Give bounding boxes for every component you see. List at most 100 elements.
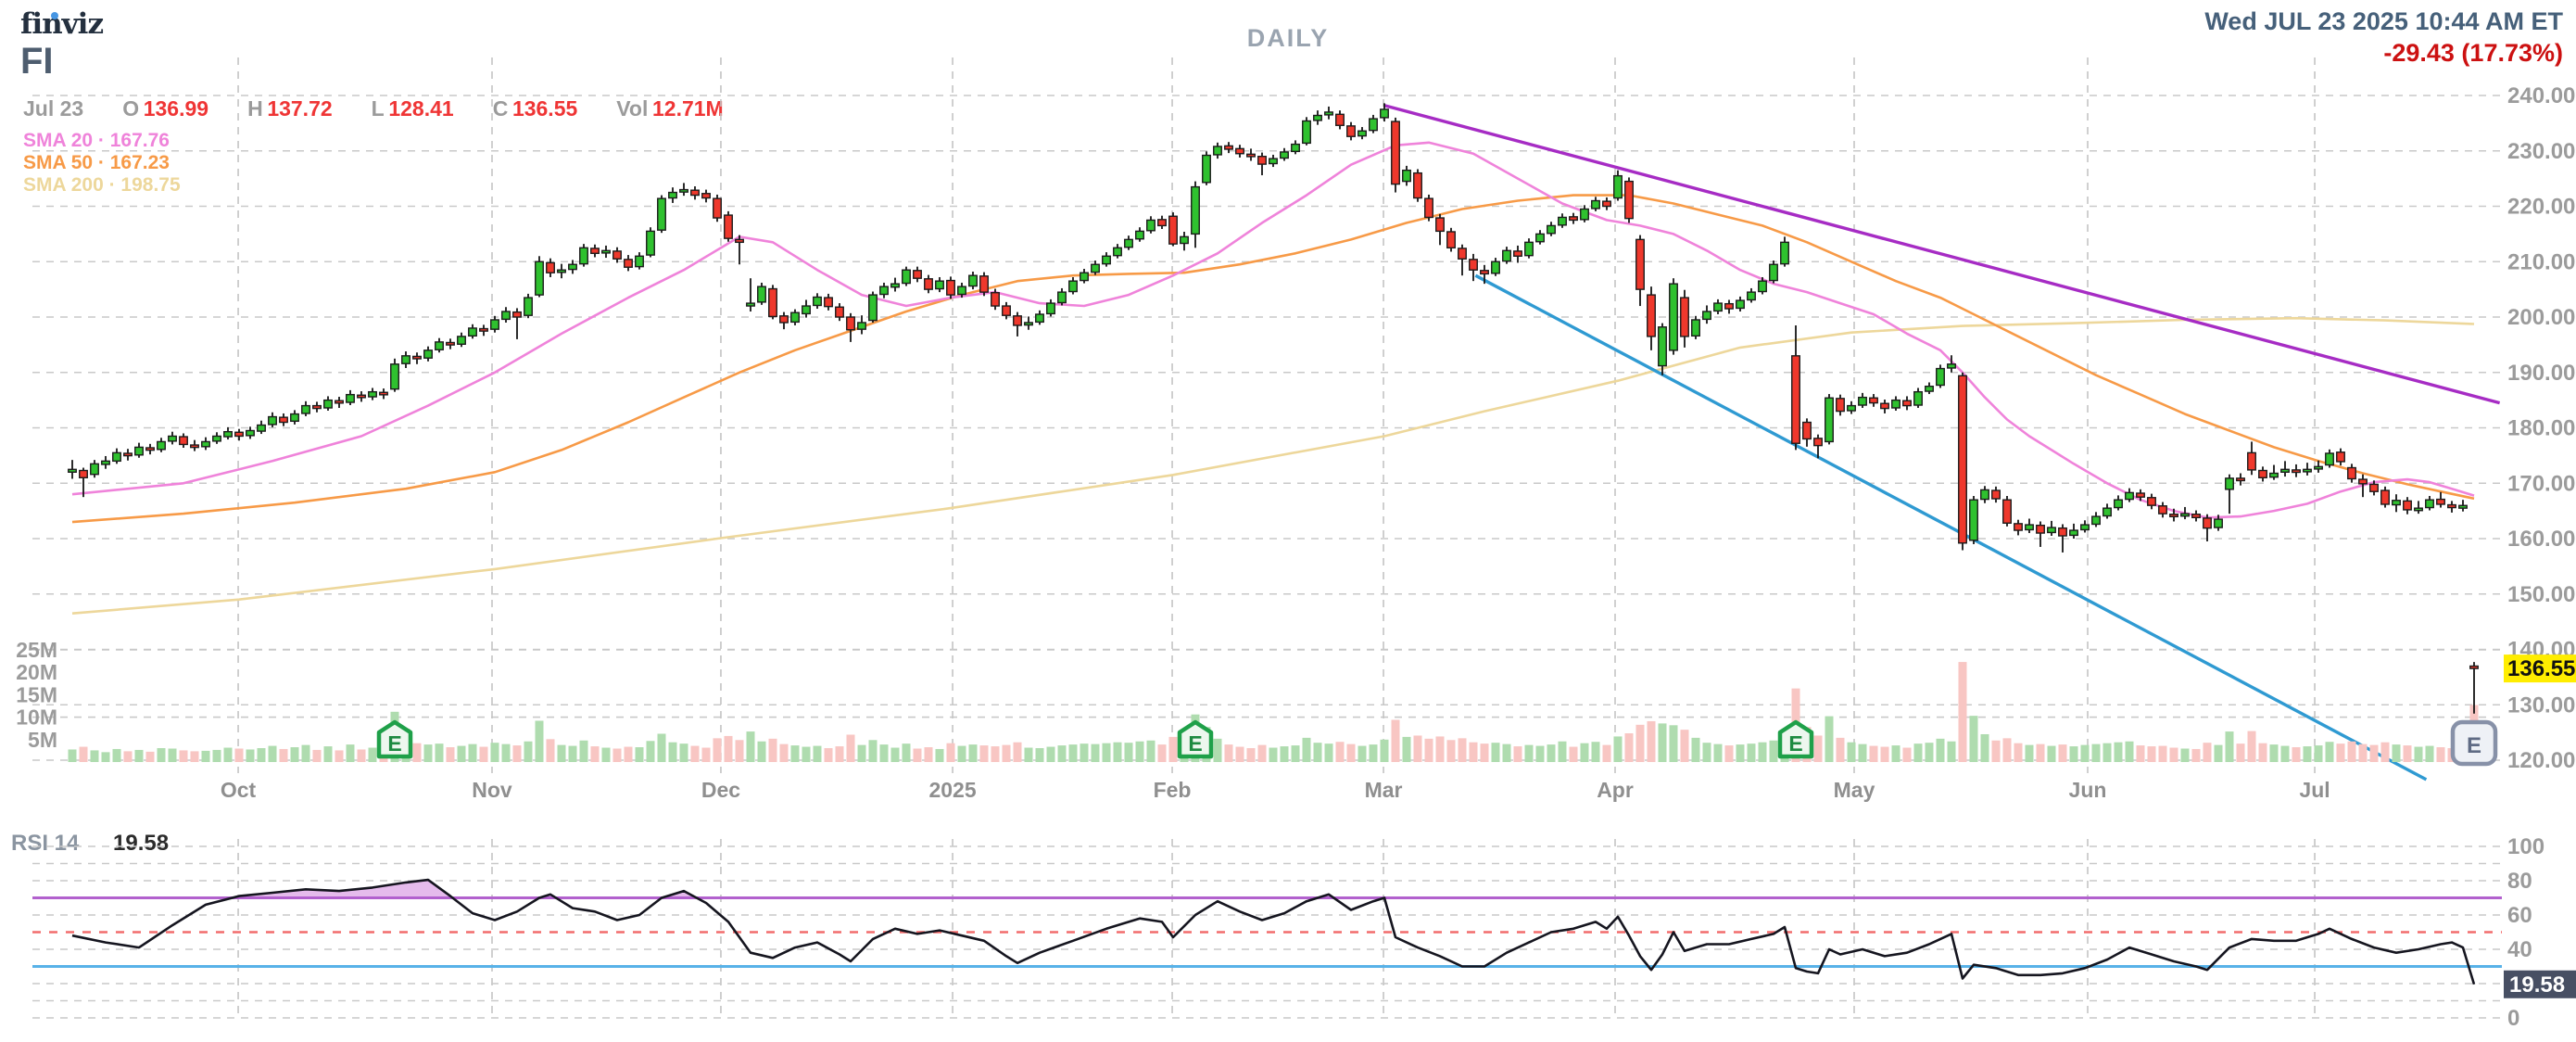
candle-body xyxy=(1869,397,1878,404)
candle-body xyxy=(1491,260,1500,274)
month-label: Apr xyxy=(1597,778,1634,802)
candle-body xyxy=(1913,390,1923,406)
candle-body xyxy=(1357,130,1367,137)
candle xyxy=(1091,260,1100,275)
candle xyxy=(824,293,833,311)
volume-bar xyxy=(868,740,878,762)
candle xyxy=(1658,323,1667,375)
candle-body xyxy=(1858,396,1867,406)
volume-tick: 15M xyxy=(16,682,57,706)
candle xyxy=(1491,258,1500,276)
quote-datetime: Wed JUL 23 2025 10:44 AM ET xyxy=(2204,7,2563,35)
volume-bar xyxy=(1825,716,1834,762)
candle-body xyxy=(590,248,600,254)
resistance-trendline xyxy=(1383,104,2501,405)
candle xyxy=(946,276,955,299)
volume-bar xyxy=(290,747,299,762)
candle-body xyxy=(1558,216,1567,226)
volume-bar xyxy=(1535,745,1545,762)
candle xyxy=(112,448,121,464)
candle-body xyxy=(2403,500,2412,511)
candle xyxy=(1880,400,1889,413)
candle-body xyxy=(1335,113,1345,126)
candle xyxy=(1346,121,1356,141)
volume-bar xyxy=(357,749,366,762)
month-label: Nov xyxy=(472,778,512,802)
volume-bar xyxy=(802,746,811,762)
price-tick: 180.00 xyxy=(2507,416,2575,441)
volume-bar xyxy=(2247,731,2256,762)
candle xyxy=(968,272,978,290)
candle-body xyxy=(879,286,889,296)
candle xyxy=(1035,310,1044,325)
volume-tick: 25M xyxy=(16,638,57,662)
candle xyxy=(668,187,677,203)
rsi-tick: 0 xyxy=(2507,1006,2519,1031)
candle xyxy=(1013,311,1022,337)
volume-bar xyxy=(1357,745,1367,762)
price-tick: 150.00 xyxy=(2507,582,2575,607)
volume-bar xyxy=(1736,744,1745,762)
candle xyxy=(1991,486,2001,503)
rsi-tick: 40 xyxy=(2507,937,2532,962)
candle-body xyxy=(1958,375,1967,544)
candle xyxy=(1635,235,1645,307)
candle xyxy=(446,338,455,349)
candle-body xyxy=(2180,513,2190,517)
volume-bar xyxy=(701,747,711,762)
candle xyxy=(1213,142,1222,159)
candle xyxy=(2369,480,2379,496)
candle xyxy=(1769,260,1778,284)
candle-body xyxy=(290,413,299,423)
volume-bar xyxy=(735,740,744,762)
volume-bar xyxy=(1446,740,1456,762)
earnings-marker-shape xyxy=(2450,719,2498,767)
volume-tick: 20M xyxy=(16,660,57,684)
month-label: Jun xyxy=(2069,778,2107,802)
support-trendline xyxy=(1474,273,2428,782)
candle xyxy=(813,293,822,310)
candle-body xyxy=(1080,272,1089,282)
candle-body xyxy=(913,270,922,279)
candle-body xyxy=(2236,477,2245,482)
sma20-legend: SMA 20 · 167.76 xyxy=(23,130,170,151)
candle xyxy=(1547,222,1556,236)
volume-bar xyxy=(1346,743,1356,762)
candle xyxy=(2191,510,2201,522)
candle xyxy=(1958,372,1967,551)
volume-bar xyxy=(68,749,77,762)
candle xyxy=(145,443,155,455)
candle-body xyxy=(1702,311,1711,321)
quote-high: H 137.72 xyxy=(247,96,333,121)
candle xyxy=(1980,486,1989,503)
candle xyxy=(246,426,255,439)
candle xyxy=(390,358,399,392)
volume-bar xyxy=(2047,745,2056,762)
candle-body xyxy=(68,468,77,473)
volume-bar xyxy=(512,745,522,762)
candle-body xyxy=(1991,489,2001,500)
volume-bar xyxy=(2102,743,2112,762)
volume-bar xyxy=(1724,745,1734,762)
candle-body xyxy=(1269,158,1278,165)
sma200-line xyxy=(71,316,2475,615)
candle-body xyxy=(335,400,344,404)
volume-bar xyxy=(257,747,266,762)
volume-bar xyxy=(1313,743,1322,762)
candle-body xyxy=(1202,154,1211,184)
candle xyxy=(1858,392,1867,408)
candle-body xyxy=(357,394,366,399)
candle xyxy=(179,433,188,449)
volume-bar xyxy=(1980,733,1989,762)
volume-bar xyxy=(212,749,221,762)
candle-body xyxy=(2336,451,2345,463)
candle xyxy=(268,412,277,427)
volume-bar xyxy=(846,734,855,762)
candle xyxy=(2025,518,2034,534)
earnings-marker: E xyxy=(376,719,413,759)
volume-bar xyxy=(1302,737,1311,762)
finviz-logo[interactable]: finviz xyxy=(20,7,104,41)
candle xyxy=(279,413,288,426)
volume-bar xyxy=(1769,740,1778,762)
